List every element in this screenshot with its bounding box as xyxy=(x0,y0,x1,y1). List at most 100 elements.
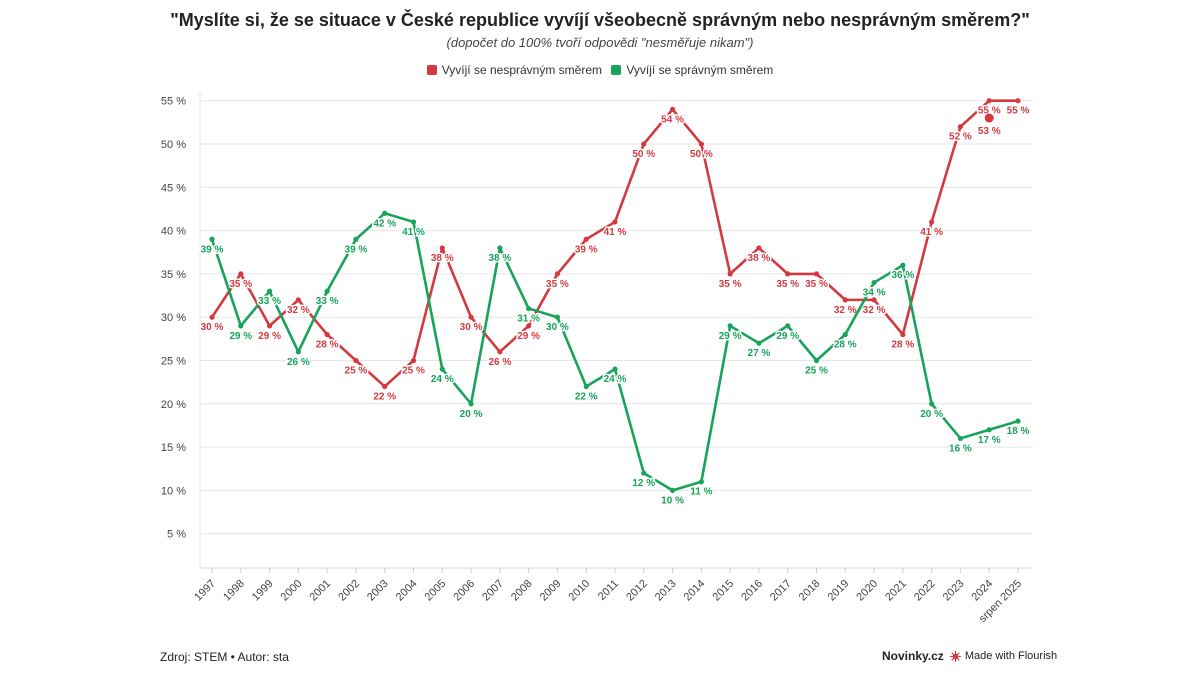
data-point xyxy=(871,279,877,286)
legend-item-right[interactable]: Vyvíjí se správným směrem xyxy=(611,63,773,77)
data-point xyxy=(727,323,733,329)
data-label: 55 % xyxy=(1007,106,1030,117)
data-label: 29 % xyxy=(258,331,281,342)
x-tick-label: 2014 xyxy=(682,578,708,604)
y-tick-label: 15 % xyxy=(161,442,186,454)
data-point xyxy=(957,435,964,442)
data-point xyxy=(813,357,820,364)
data-label: 38 % xyxy=(748,253,771,264)
highlight-label: 53 % xyxy=(978,126,1001,137)
x-tick-label: 2023 xyxy=(941,578,967,604)
data-label: 50 % xyxy=(690,149,713,160)
data-label: 31 % xyxy=(517,314,540,325)
data-point xyxy=(526,323,532,329)
x-tick-label: 2020 xyxy=(854,578,880,604)
data-label: 41 % xyxy=(604,227,627,238)
credits: Novinky.cz Made with Flourish xyxy=(882,649,1057,663)
x-tick-label: 2001 xyxy=(307,578,333,604)
data-label: 28 % xyxy=(891,340,914,351)
y-tick-label: 10 % xyxy=(161,485,186,497)
data-label: 55 % xyxy=(978,106,1001,117)
x-tick-label: 2008 xyxy=(509,578,535,604)
brand-logo[interactable]: Novinky.cz xyxy=(882,649,944,663)
x-tick-label: 2011 xyxy=(596,578,621,603)
legend-label-right: Vyvíjí se správným směrem xyxy=(626,63,774,77)
data-point xyxy=(900,262,906,268)
data-point xyxy=(439,366,445,372)
source-note: Zdroj: STEM • Autor: sta xyxy=(160,650,289,664)
data-label: 25 % xyxy=(402,366,425,377)
x-tick-label: 2005 xyxy=(423,578,449,604)
legend-swatch-wrong xyxy=(426,65,437,75)
data-label: 41 % xyxy=(920,227,943,238)
data-label: 29 % xyxy=(719,331,742,342)
data-label: 26 % xyxy=(488,357,511,368)
data-label: 26 % xyxy=(287,357,310,368)
data-label: 20 % xyxy=(920,409,943,420)
data-label: 28 % xyxy=(316,340,339,351)
data-point xyxy=(353,357,359,364)
legend-item-wrong[interactable]: Vyvíjí se nesprávným směrem xyxy=(426,63,602,77)
data-point xyxy=(238,271,244,277)
data-label: 10 % xyxy=(661,495,684,506)
x-tick-label: 1997 xyxy=(192,578,218,604)
x-tick-label: 2009 xyxy=(538,578,564,604)
data-label: 39 % xyxy=(201,244,224,255)
data-point xyxy=(526,305,532,312)
data-label: 25 % xyxy=(345,366,368,377)
data-label: 30 % xyxy=(460,322,483,333)
x-tick-label: 2022 xyxy=(912,578,938,604)
data-label: 35 % xyxy=(776,279,799,290)
y-tick-label: 45 % xyxy=(161,182,186,194)
data-label: 30 % xyxy=(201,322,224,333)
data-point xyxy=(669,106,676,112)
data-point xyxy=(900,331,906,338)
data-point xyxy=(727,271,733,277)
chart-title: "Myslíte si, že se situace v České repub… xyxy=(170,10,1030,30)
data-point xyxy=(756,245,762,251)
made-with-flourish-link[interactable]: Made with Flourish xyxy=(964,650,1058,662)
data-point xyxy=(871,297,877,303)
legend-label-wrong: Vyvíjí se nesprávným směrem xyxy=(441,63,602,77)
data-label: 35 % xyxy=(546,279,569,290)
data-point xyxy=(468,314,474,320)
data-label: 39 % xyxy=(345,244,368,255)
data-point xyxy=(669,487,676,493)
y-tick-label: 20 % xyxy=(161,399,186,411)
data-point xyxy=(1015,418,1021,424)
y-tick-label: 35 % xyxy=(161,269,186,281)
data-point xyxy=(468,401,474,407)
data-point xyxy=(929,219,935,225)
data-point xyxy=(583,236,589,242)
data-label: 24 % xyxy=(431,374,454,385)
legend: Vyvíjí se nesprávným směrem Vyvíjí se sp… xyxy=(0,63,1200,78)
data-point xyxy=(641,141,647,147)
data-point xyxy=(785,323,791,329)
data-point xyxy=(266,323,273,329)
data-label: 25 % xyxy=(805,366,828,377)
data-point xyxy=(382,210,388,216)
data-label: 29 % xyxy=(517,331,540,342)
data-point xyxy=(986,98,992,104)
data-label: 30 % xyxy=(546,322,569,333)
data-label: 38 % xyxy=(488,253,511,264)
data-point xyxy=(756,340,762,346)
x-tick-label: 1999 xyxy=(250,578,276,604)
data-point xyxy=(612,366,618,372)
data-label: 41 % xyxy=(402,227,425,238)
data-label: 35 % xyxy=(719,279,742,290)
data-label: 16 % xyxy=(949,443,972,454)
data-point xyxy=(382,383,388,390)
data-point xyxy=(410,219,417,225)
data-point xyxy=(324,288,330,294)
data-point xyxy=(497,349,503,355)
y-tick-label: 25 % xyxy=(161,356,186,368)
data-label: 52 % xyxy=(949,132,972,143)
data-point xyxy=(353,236,359,242)
x-tick-label: 2024 xyxy=(970,578,996,604)
data-point xyxy=(497,245,503,251)
data-label: 22 % xyxy=(373,391,396,402)
data-label: 35 % xyxy=(805,279,828,290)
x-tick-label: 2002 xyxy=(336,578,362,604)
